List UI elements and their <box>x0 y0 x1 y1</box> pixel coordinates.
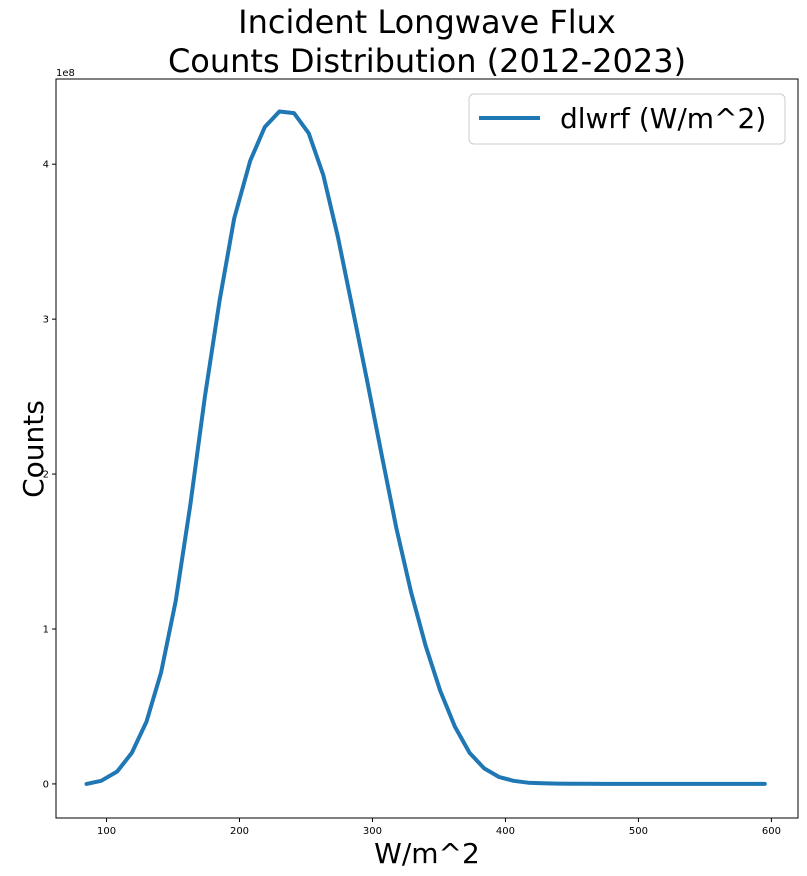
plot-area: 100 200 300 400 500 600 0 1 2 3 4 <box>43 78 799 837</box>
x-tick-label: 600 <box>762 826 781 837</box>
y-tick-label: 4 <box>43 160 49 171</box>
x-tick-label: 300 <box>363 826 382 837</box>
y-tick-label: 1 <box>43 624 49 635</box>
y-tick-label: 2 <box>43 470 49 481</box>
x-tick-label: 100 <box>97 826 116 837</box>
x-tick-label: 400 <box>496 826 515 837</box>
x-tick-label: 500 <box>629 826 648 837</box>
x-axis-title: W/m^2 <box>374 837 480 870</box>
legend-label: dlwrf (W/m^2) <box>560 102 766 135</box>
y-tick-label: 0 <box>43 779 49 790</box>
y-offset-text: 1e8 <box>56 68 75 79</box>
axes-frame <box>55 78 799 819</box>
y-axis-title: Counts <box>17 400 50 498</box>
y-tick-label: 3 <box>43 315 49 326</box>
chart-title-line-2: Counts Distribution (2012-2023) <box>168 42 686 80</box>
chart-title-line-1: Incident Longwave Flux <box>238 3 616 41</box>
legend-frame <box>468 93 786 145</box>
series-line-dlwrf <box>84 109 767 786</box>
legend: dlwrf (W/m^2) <box>468 93 786 145</box>
x-tick-label: 200 <box>230 826 249 837</box>
